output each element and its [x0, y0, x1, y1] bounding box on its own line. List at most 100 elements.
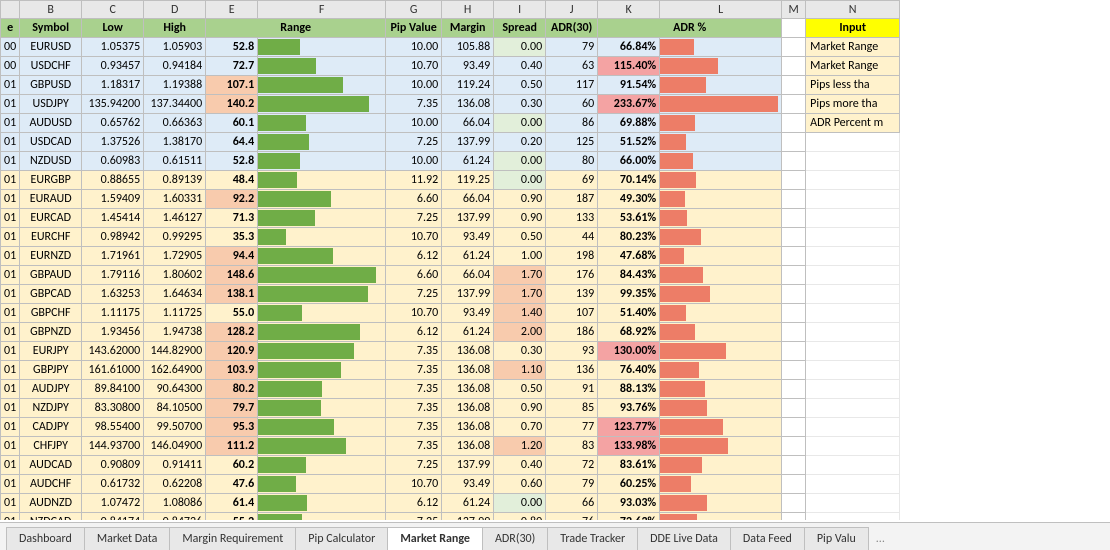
cell[interactable]: USDJPY	[20, 95, 82, 114]
cell[interactable]: 01	[1, 114, 20, 133]
table-row[interactable]: 01NZDUSD0.609830.6151152.810.0061.240.00…	[1, 152, 900, 171]
cell[interactable]: 1.70	[494, 285, 546, 304]
cell[interactable]: EURGBP	[20, 171, 82, 190]
cell[interactable]: 136.08	[442, 95, 494, 114]
column-letter[interactable]: N	[806, 1, 900, 19]
table-row[interactable]: 01NZDJPY83.3080084.1050079.77.35136.080.…	[1, 399, 900, 418]
cell[interactable]: 7.25	[386, 513, 442, 521]
cell[interactable]: 0.88655	[82, 171, 144, 190]
cell[interactable]: 1.70	[494, 266, 546, 285]
cell[interactable]: EURNZD	[20, 247, 82, 266]
cell[interactable]: 93.76%	[598, 399, 660, 418]
cell[interactable]: 161.61000	[82, 361, 144, 380]
cell[interactable]: 135.94200	[82, 95, 144, 114]
side-cell[interactable]	[806, 190, 900, 209]
cell[interactable]: 76	[546, 513, 598, 521]
table-row[interactable]: 01EURJPY143.62000144.82900120.97.35136.0…	[1, 342, 900, 361]
cell[interactable]: 176	[546, 266, 598, 285]
cell[interactable]: 0.62208	[144, 475, 206, 494]
cell[interactable]	[660, 380, 782, 399]
cell[interactable]: 1.64634	[144, 285, 206, 304]
table-row[interactable]: 01AUDNZD1.074721.0808661.46.1261.240.006…	[1, 494, 900, 513]
cell[interactable]	[258, 152, 386, 171]
cell[interactable]: 98.55400	[82, 418, 144, 437]
cell[interactable]	[258, 38, 386, 57]
cell[interactable]: 0.40	[494, 57, 546, 76]
cell[interactable]: 186	[546, 323, 598, 342]
cell[interactable]: USDCAD	[20, 133, 82, 152]
sheet-tab[interactable]: Market Data	[84, 527, 171, 550]
table-row[interactable]: 01AUDCAD0.908090.9141160.27.25137.990.40…	[1, 456, 900, 475]
cell[interactable]: 162.64900	[144, 361, 206, 380]
cell[interactable]: 128.2	[206, 323, 258, 342]
cell[interactable]: 63	[546, 57, 598, 76]
side-cell[interactable]	[806, 323, 900, 342]
cell[interactable]: 95.3	[206, 418, 258, 437]
cell[interactable]: 0.00	[494, 114, 546, 133]
side-cell[interactable]	[806, 209, 900, 228]
cell[interactable]	[258, 114, 386, 133]
cell[interactable]: 1.60331	[144, 190, 206, 209]
side-cell[interactable]: Pips less tha	[806, 76, 900, 95]
cell[interactable]: 6.12	[386, 247, 442, 266]
side-cell[interactable]	[806, 513, 900, 521]
cell[interactable]: AUDCHF	[20, 475, 82, 494]
cell[interactable]: 0.70	[494, 418, 546, 437]
cell[interactable]: 1.19388	[144, 76, 206, 95]
cell[interactable]: 01	[1, 152, 20, 171]
cell[interactable]: 66.00%	[598, 152, 660, 171]
table-row[interactable]: 01CADJPY98.5540099.5070095.37.35136.080.…	[1, 418, 900, 437]
cell[interactable]: 01	[1, 95, 20, 114]
cell[interactable]: 7.35	[386, 342, 442, 361]
cell[interactable]: 0.90	[494, 190, 546, 209]
cell[interactable]: 6.60	[386, 190, 442, 209]
sheet-tab[interactable]: Data Feed	[730, 527, 805, 550]
sheet-tab[interactable]: Market Range	[387, 527, 483, 550]
cell[interactable]: 0.00	[494, 38, 546, 57]
sheet-tab[interactable]: ADR(30)	[482, 527, 548, 550]
cell[interactable]: 01	[1, 133, 20, 152]
cell[interactable]: 1.11725	[144, 304, 206, 323]
cell[interactable]	[258, 304, 386, 323]
cell[interactable]: 7.35	[386, 380, 442, 399]
cell[interactable]	[660, 209, 782, 228]
cell[interactable]: 144.82900	[144, 342, 206, 361]
cell[interactable]: 187	[546, 190, 598, 209]
cell[interactable]: 55.2	[206, 513, 258, 521]
cell[interactable]: 80.23%	[598, 228, 660, 247]
cell[interactable]: 00	[1, 38, 20, 57]
cell[interactable]: 01	[1, 342, 20, 361]
cell[interactable]: 0.60983	[82, 152, 144, 171]
cell[interactable]: 66.04	[442, 266, 494, 285]
cell[interactable]: 137.99	[442, 133, 494, 152]
table-row[interactable]: 01GBPNZD1.934561.94738128.26.1261.242.00…	[1, 323, 900, 342]
cell[interactable]: 61.24	[442, 494, 494, 513]
cell[interactable]: 0.30	[494, 95, 546, 114]
column-letters-row[interactable]: BCDEFGHIJKLMN	[1, 1, 900, 19]
cell[interactable]: NZDCAD	[20, 513, 82, 521]
side-cell[interactable]: Market Range	[806, 38, 900, 57]
cell[interactable]: 138.1	[206, 285, 258, 304]
cell[interactable]	[258, 247, 386, 266]
side-cell[interactable]	[806, 266, 900, 285]
cell[interactable]: 93.03%	[598, 494, 660, 513]
cell[interactable]: 01	[1, 456, 20, 475]
cell[interactable]: 85	[546, 399, 598, 418]
cell[interactable]: 0.90	[494, 399, 546, 418]
cell[interactable]	[660, 266, 782, 285]
cell[interactable]: 79	[546, 475, 598, 494]
cell[interactable]: 1.10	[494, 361, 546, 380]
cell[interactable]: USDCHF	[20, 57, 82, 76]
cell[interactable]: 61.4	[206, 494, 258, 513]
cell[interactable]: AUDUSD	[20, 114, 82, 133]
side-cell[interactable]	[806, 361, 900, 380]
cell[interactable]: 1.46127	[144, 209, 206, 228]
side-cell[interactable]	[806, 494, 900, 513]
cell[interactable]: 51.52%	[598, 133, 660, 152]
cell[interactable]	[258, 95, 386, 114]
cell[interactable]: 90.64300	[144, 380, 206, 399]
cell[interactable]: 0.20	[494, 133, 546, 152]
cell[interactable]: 0.66363	[144, 114, 206, 133]
cell[interactable]	[660, 247, 782, 266]
cell[interactable]	[258, 361, 386, 380]
